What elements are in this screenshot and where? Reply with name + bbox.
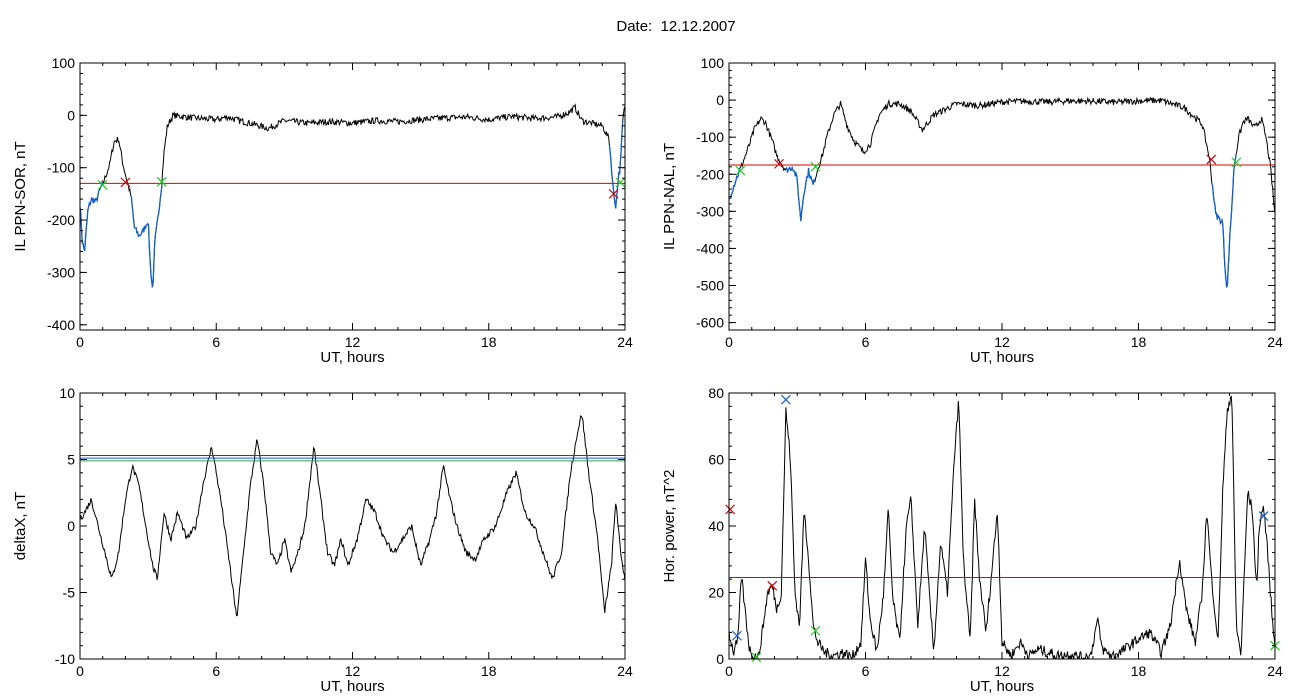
y-tick-label: -400 — [47, 317, 75, 333]
series-line — [80, 103, 625, 288]
disturbed-segment — [608, 120, 624, 209]
chart-panel-hor-power: 0 6 12 18 24 80 60 40 20 0 UT, hours Hor. power, nT… — [661, 385, 1283, 695]
event-marker — [767, 580, 778, 591]
y-tick-label: 80 — [708, 385, 724, 401]
event-marker — [774, 158, 784, 169]
series-line — [729, 395, 1275, 659]
page-title: Date: 12.12.2007 — [616, 18, 736, 35]
y-tick-label: -5 — [63, 585, 76, 601]
x-tick-label: 24 — [1267, 334, 1283, 350]
x-tick-label: 24 — [617, 663, 633, 679]
x-tick-label: 18 — [1131, 663, 1147, 679]
y-tick-label: 0 — [67, 518, 75, 534]
y-tick-label: 60 — [708, 452, 724, 468]
x-tick-label: 12 — [994, 663, 1010, 679]
y-axis-label: Hor. power, nT^2 — [661, 470, 678, 583]
x-tick-label: 0 — [725, 663, 733, 679]
chart-panel-deltax: 0 6 12 18 24 10 5 0 -5 -10 UT, hours deltaX, nT — [12, 385, 633, 695]
event-marker — [810, 625, 821, 636]
event-marker — [1258, 511, 1269, 521]
x-tick-label: 18 — [1131, 334, 1147, 350]
x-tick-label: 6 — [212, 663, 220, 679]
y-tick-label: -200 — [47, 212, 75, 228]
y-tick-label: 40 — [708, 518, 724, 534]
x-tick-label: 12 — [345, 663, 361, 679]
x-tick-label: 6 — [862, 663, 870, 679]
x-tick-label: 24 — [617, 334, 633, 350]
x-tick-label: 12 — [994, 334, 1010, 350]
x-tick-label: 6 — [212, 334, 220, 350]
y-axis-label: IL PPN-SOR, nT — [12, 141, 29, 251]
event-marker — [780, 394, 791, 405]
disturbed-segment — [129, 186, 163, 288]
disturbed-segment — [80, 180, 104, 252]
event-marker — [1206, 154, 1217, 165]
event-marker — [732, 630, 742, 641]
y-tick-label: -400 — [696, 240, 724, 256]
y-tick-label: 20 — [708, 585, 724, 601]
series-line — [729, 96, 1275, 288]
y-tick-label: 0 — [716, 651, 724, 667]
x-tick-label: 12 — [345, 334, 361, 350]
y-tick-label: -100 — [47, 160, 75, 176]
y-tick-label: 5 — [67, 452, 75, 468]
x-tick-label: 0 — [76, 663, 84, 679]
series-line — [80, 415, 625, 617]
event-marker — [735, 165, 746, 176]
event-marker — [1231, 157, 1242, 168]
x-tick-label: 18 — [481, 663, 497, 679]
plot-frame — [728, 392, 1276, 660]
y-tick-label: 10 — [59, 385, 75, 401]
chart-panel-ppn-sor: 0 6 12 18 24 100 0 -100 -200 -300 -400 UT, hours IL … — [12, 55, 633, 366]
y-tick-label: -500 — [696, 278, 724, 294]
y-tick-label: -300 — [696, 203, 724, 219]
event-marker — [120, 177, 131, 188]
y-tick-label: 100 — [52, 55, 76, 71]
x-axis-label: UT, hours — [970, 678, 1034, 695]
plot-frame — [79, 392, 626, 660]
y-tick-label: 100 — [701, 55, 725, 71]
event-marker — [725, 504, 736, 515]
x-tick-label: 18 — [481, 334, 497, 350]
y-axis-label: deltaX, nT — [12, 492, 29, 560]
y-tick-label: 0 — [67, 107, 75, 123]
y-tick-label: -10 — [55, 651, 75, 667]
disturbed-segment — [785, 165, 816, 222]
plot-frame — [79, 62, 626, 331]
y-axis-label: IL PPN-NAL, nT — [661, 143, 678, 250]
event-marker — [615, 177, 626, 188]
x-axis-label: UT, hours — [320, 678, 384, 695]
disturbed-segment — [729, 167, 741, 200]
event-marker — [156, 176, 167, 187]
event-marker — [751, 652, 762, 663]
disturbed-segment — [1211, 154, 1237, 289]
y-tick-label: -200 — [696, 166, 724, 182]
x-axis-label: UT, hours — [320, 349, 384, 366]
x-tick-label: 0 — [725, 334, 733, 350]
y-tick-label: 0 — [716, 92, 724, 108]
x-tick-label: 0 — [76, 334, 84, 350]
y-tick-label: -300 — [47, 264, 75, 280]
x-tick-label: 6 — [862, 334, 870, 350]
y-tick-label: -600 — [696, 315, 724, 331]
event-marker — [608, 188, 619, 199]
x-axis-label: UT, hours — [970, 349, 1034, 366]
x-tick-label: 24 — [1267, 663, 1283, 679]
chart-panel-ppn-nal: 0 6 12 18 24 100 0 -100 -200 -300 -400 -500 -600 UT, … — [661, 55, 1283, 366]
y-tick-label: -100 — [696, 129, 724, 145]
event-marker — [810, 161, 821, 172]
event-marker — [97, 180, 108, 190]
